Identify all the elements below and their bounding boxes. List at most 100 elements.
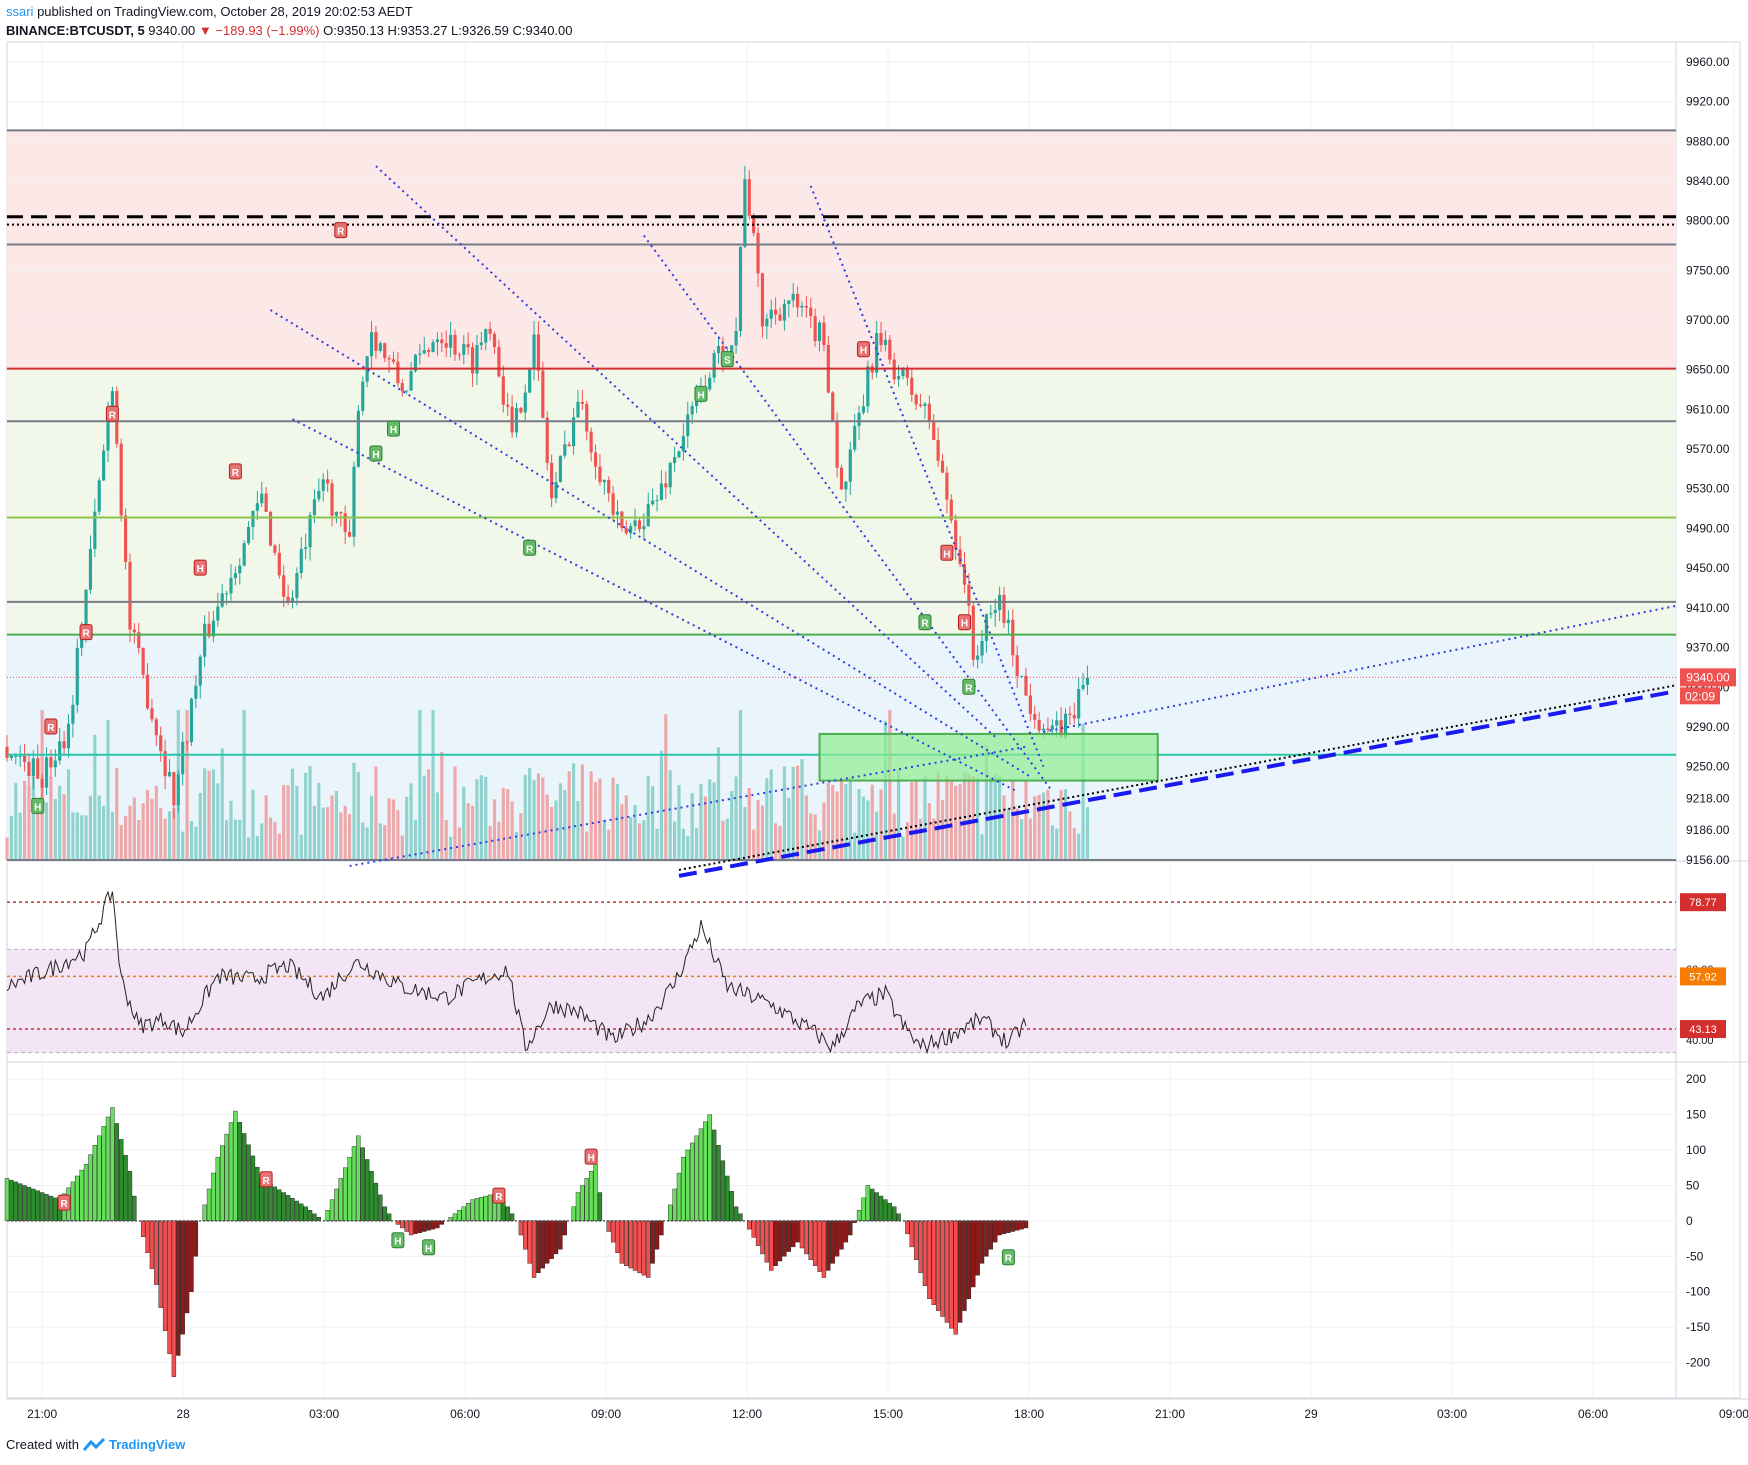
candle[interactable] (1063, 713, 1068, 737)
oscillator-bar[interactable] (171, 1220, 177, 1377)
candle[interactable] (400, 383, 404, 392)
oscillator-bar[interactable] (725, 1175, 730, 1222)
candle[interactable] (791, 293, 795, 301)
candle[interactable] (558, 455, 562, 483)
candle[interactable] (795, 293, 800, 308)
candle[interactable] (501, 376, 505, 405)
candle[interactable] (387, 358, 391, 360)
oscillator-bar[interactable] (448, 1217, 453, 1222)
candle[interactable] (629, 526, 633, 534)
candle[interactable] (897, 376, 901, 380)
oscillator-bar[interactable] (338, 1178, 343, 1222)
candle[interactable] (58, 741, 62, 761)
candle[interactable] (88, 549, 93, 590)
candle[interactable] (976, 655, 980, 660)
oscillator-bar[interactable] (369, 1171, 374, 1222)
oscillator-bar[interactable] (149, 1220, 155, 1269)
oscillator-bar[interactable] (167, 1220, 172, 1354)
candle[interactable] (264, 493, 268, 512)
oscillator-bar[interactable] (268, 1183, 273, 1222)
oscillator-bar[interactable] (123, 1155, 128, 1222)
candle[interactable] (1015, 655, 1019, 677)
oscillator-bar[interactable] (637, 1220, 642, 1274)
oscillator-bar[interactable] (35, 1190, 40, 1222)
oscillator-bar[interactable] (145, 1220, 150, 1253)
candle[interactable] (550, 462, 554, 499)
oscillator-bar[interactable] (307, 1210, 313, 1222)
candle[interactable] (738, 246, 743, 332)
oscillator-bar[interactable] (334, 1188, 339, 1222)
oscillator-bar[interactable] (878, 1195, 884, 1222)
candle[interactable] (132, 629, 136, 633)
candle[interactable] (194, 685, 198, 699)
oscillator-bar[interactable] (17, 1183, 23, 1222)
oscillator-bar[interactable] (883, 1199, 888, 1222)
divergence-marker[interactable]: H (391, 1232, 405, 1249)
oscillator-bar[interactable] (176, 1220, 181, 1356)
candle[interactable] (260, 493, 264, 504)
oscillator-bar[interactable] (290, 1197, 295, 1222)
candle[interactable] (203, 623, 207, 657)
divergence-marker[interactable]: R (79, 624, 93, 641)
candle[interactable] (49, 757, 53, 768)
oscillator-bar[interactable] (343, 1167, 348, 1222)
oscillator-bar[interactable] (962, 1220, 967, 1311)
oscillator-bar[interactable] (619, 1220, 625, 1264)
tradingview-brand[interactable]: TradingView (108, 1437, 186, 1452)
candle[interactable] (220, 593, 224, 607)
candle[interactable] (716, 346, 721, 354)
candle[interactable] (462, 344, 466, 355)
candle[interactable] (27, 761, 31, 776)
oscillator-bar[interactable] (31, 1188, 36, 1222)
candle[interactable] (312, 499, 317, 516)
candle[interactable] (277, 552, 281, 576)
oscillator-bar[interactable] (101, 1126, 106, 1222)
candle[interactable] (572, 417, 576, 447)
oscillator-bar[interactable] (479, 1197, 484, 1222)
candle[interactable] (528, 367, 532, 393)
rsi-pane[interactable] (6, 890, 1676, 1055)
oscillator-bar[interactable] (132, 1195, 137, 1222)
oscillator-bar[interactable] (140, 1220, 146, 1238)
oscillator-bar[interactable] (747, 1220, 752, 1230)
oscillator-bar[interactable] (935, 1220, 941, 1311)
oscillator-bar[interactable] (97, 1135, 102, 1222)
candle[interactable] (484, 328, 488, 343)
oscillator-bar[interactable] (487, 1194, 493, 1222)
oscillator-bar[interactable] (1006, 1220, 1011, 1233)
candle[interactable] (1037, 719, 1041, 731)
oscillator-bar[interactable] (571, 1206, 576, 1222)
candle[interactable] (932, 421, 936, 441)
candle[interactable] (352, 466, 356, 537)
oscillator-bar[interactable] (483, 1195, 488, 1222)
divergence-marker[interactable]: R (57, 1194, 71, 1211)
candle[interactable] (124, 515, 128, 562)
candle[interactable] (589, 431, 593, 453)
oscillator-bar[interactable] (39, 1192, 45, 1222)
oscillator-bar[interactable] (927, 1220, 932, 1300)
candle[interactable] (1085, 677, 1090, 685)
candle[interactable] (510, 406, 514, 433)
oscillator-bar[interactable] (105, 1116, 111, 1222)
candle[interactable] (905, 368, 909, 378)
candle[interactable] (251, 510, 255, 527)
candle[interactable] (128, 561, 132, 630)
candle[interactable] (536, 334, 541, 371)
candle[interactable] (44, 757, 49, 788)
time-axis[interactable]: 21:00 28 03:00 06:00 09:00 12:00 15:00 18:00 21:… (27, 1407, 1748, 1421)
candle[interactable] (936, 440, 940, 461)
oscillator-bar[interactable] (918, 1220, 923, 1274)
candle[interactable] (141, 648, 145, 675)
oscillator-bar[interactable] (452, 1213, 458, 1222)
candle[interactable] (374, 332, 378, 351)
oscillator-bar[interactable] (887, 1202, 892, 1222)
candle[interactable] (646, 504, 650, 527)
oscillator-bar[interactable] (694, 1135, 699, 1222)
oscillator-bar[interactable] (382, 1206, 387, 1222)
divergence-marker[interactable]: R (44, 718, 58, 735)
candle[interactable] (989, 613, 993, 615)
oscillator-bar[interactable] (228, 1122, 234, 1222)
candle[interactable] (633, 520, 637, 527)
oscillator-bar[interactable] (988, 1220, 994, 1250)
oscillator-bar[interactable] (755, 1220, 761, 1246)
